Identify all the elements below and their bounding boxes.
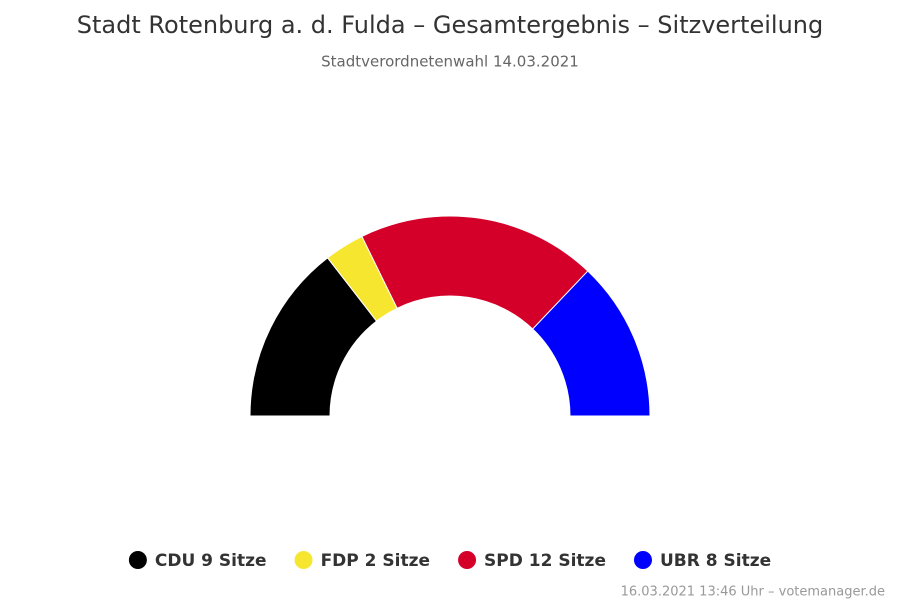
seat-segment xyxy=(531,270,651,417)
credit: 16.03.2021 13:46 Uhr – votemanager.de xyxy=(621,585,885,600)
legend-label: FDP 2 Sitze xyxy=(321,551,430,571)
legend-marker xyxy=(633,551,652,569)
legend-label: SPD 12 Sitze xyxy=(484,551,606,571)
legend-marker xyxy=(128,551,147,569)
legend-marker xyxy=(458,551,477,569)
legend-label: UBR 8 Sitze xyxy=(660,551,771,571)
legend-label: CDU 9 Sitze xyxy=(155,551,267,571)
legend-marker xyxy=(294,551,313,569)
chart-title: Stadt Rotenburg a. d. Fulda – Gesamterge… xyxy=(77,11,823,39)
chart-subtitle: Stadtverordnetenwahl 14.03.2021 xyxy=(321,53,579,71)
seat-segment xyxy=(361,215,589,330)
